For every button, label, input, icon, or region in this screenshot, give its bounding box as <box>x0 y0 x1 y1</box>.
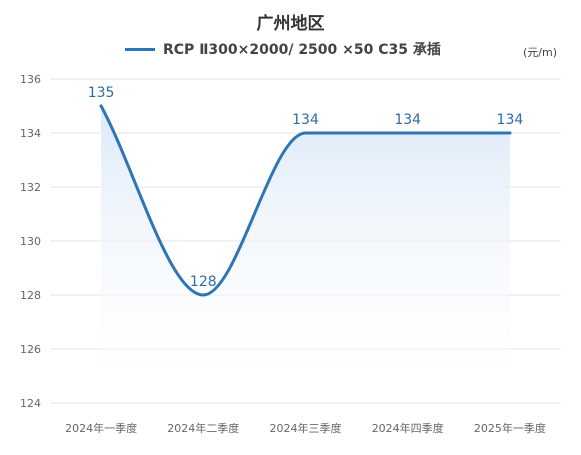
data-label: 134 <box>497 112 524 128</box>
data-point <box>406 131 410 135</box>
data-label: 134 <box>394 112 421 128</box>
x-tick-label: 2024年三季度 <box>270 421 342 435</box>
chart-title: 广州地区 <box>256 14 325 34</box>
series-line <box>99 104 512 297</box>
data-point <box>99 104 103 108</box>
y-tick-label: 126 <box>20 343 41 356</box>
legend-label: RCP Ⅱ300×2000/ 2500 ×50 C35 承插 <box>163 42 441 58</box>
legend-swatch <box>125 47 155 51</box>
x-tick-label: 2024年四季度 <box>372 421 444 435</box>
unit-label: (元/m) <box>522 46 557 59</box>
data-label: 134 <box>292 112 319 128</box>
y-tick-label: 132 <box>20 181 41 194</box>
legend[interactable]: RCP Ⅱ300×2000/ 2500 ×50 C35 承插 <box>125 40 441 58</box>
data-point <box>508 131 512 135</box>
data-point <box>201 293 205 297</box>
y-tick-label: 130 <box>20 235 41 248</box>
data-label: 128 <box>190 274 217 290</box>
x-tick-label: 2024年二季度 <box>167 421 239 435</box>
series-area <box>101 106 510 388</box>
data-point <box>304 131 307 135</box>
x-tick-label: 2024年一季度 <box>65 421 137 435</box>
y-tick-label: 136 <box>20 73 41 86</box>
y-tick-label: 128 <box>20 289 41 302</box>
y-tick-label: 124 <box>20 397 41 410</box>
y-tick-label: 134 <box>20 127 41 140</box>
data-label: 135 <box>88 85 115 101</box>
x-tick-label: 2025年一季度 <box>474 421 546 435</box>
